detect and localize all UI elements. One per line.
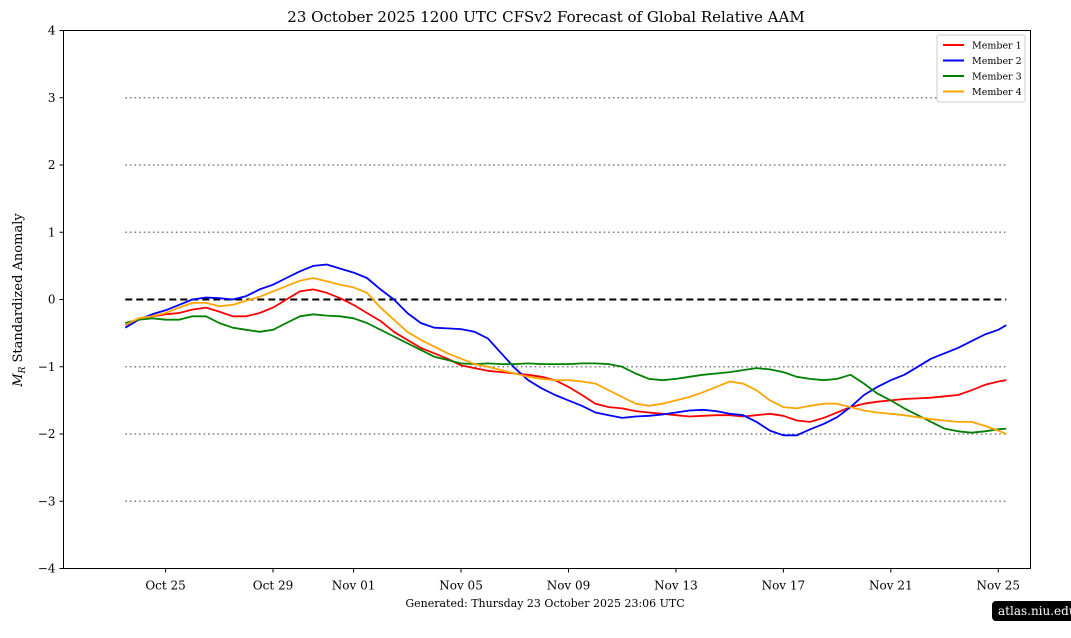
y-tick-label: −1 xyxy=(38,360,56,374)
legend-label-member-2: Member 2 xyxy=(972,56,1022,67)
y-tick-label: −3 xyxy=(38,494,56,508)
y-tick-label: 2 xyxy=(48,158,56,172)
generated-timestamp: Generated: Thursday 23 October 2025 23:0… xyxy=(405,597,685,610)
y-tick-label: 1 xyxy=(48,225,56,239)
x-tick-label: Nov 05 xyxy=(439,579,483,593)
legend-label-member-3: Member 3 xyxy=(972,72,1022,83)
x-axis-ticks: Oct 25 Oct 29 Nov 01 Nov 05 Nov 09 Nov 13 Nov … xyxy=(145,568,1020,593)
y-tick-label: 0 xyxy=(48,293,56,307)
x-tick-label: Nov 17 xyxy=(762,579,806,593)
series-line-member-3 xyxy=(125,313,1007,434)
x-tick-label: Oct 25 xyxy=(145,579,185,593)
legend-box xyxy=(936,34,1026,103)
series-line-member-4 xyxy=(124,277,1007,435)
legend-label-member-1: Member 1 xyxy=(972,41,1022,52)
legend-label-member-4: Member 4 xyxy=(972,87,1022,98)
source-watermark[interactable]: atlas.niu.edu xyxy=(992,601,1071,621)
x-tick-label: Oct 29 xyxy=(253,579,293,593)
y-tick-label: −4 xyxy=(38,562,56,576)
series-line-member-2 xyxy=(124,263,1007,437)
y-tick-label: 4 xyxy=(48,24,56,38)
x-tick-label: Nov 21 xyxy=(869,579,913,593)
y-tick-label: −2 xyxy=(38,427,56,441)
reference-lines xyxy=(125,96,1007,503)
x-tick-label: Nov 01 xyxy=(332,579,376,593)
chart-title: 23 October 2025 1200 UTC CFSv2 Forecast … xyxy=(287,8,804,26)
y-axis-label-text: MR Standardized Anomaly xyxy=(11,213,28,388)
legend: Member 1 Member 2 Member 3 Member 4 xyxy=(936,34,1026,103)
y-axis-ticks: −4 −3 −2 −1 0 1 2 3 4 xyxy=(38,24,64,576)
x-tick-label: Nov 25 xyxy=(976,579,1020,593)
y-tick-label: 3 xyxy=(48,91,56,105)
series-lines xyxy=(124,263,1007,437)
x-tick-label: Nov 13 xyxy=(654,579,698,593)
y-axis-label: MR Standardized Anomaly xyxy=(11,213,28,388)
x-tick-label: Nov 09 xyxy=(547,579,591,593)
series-line-member-1 xyxy=(124,288,1007,423)
